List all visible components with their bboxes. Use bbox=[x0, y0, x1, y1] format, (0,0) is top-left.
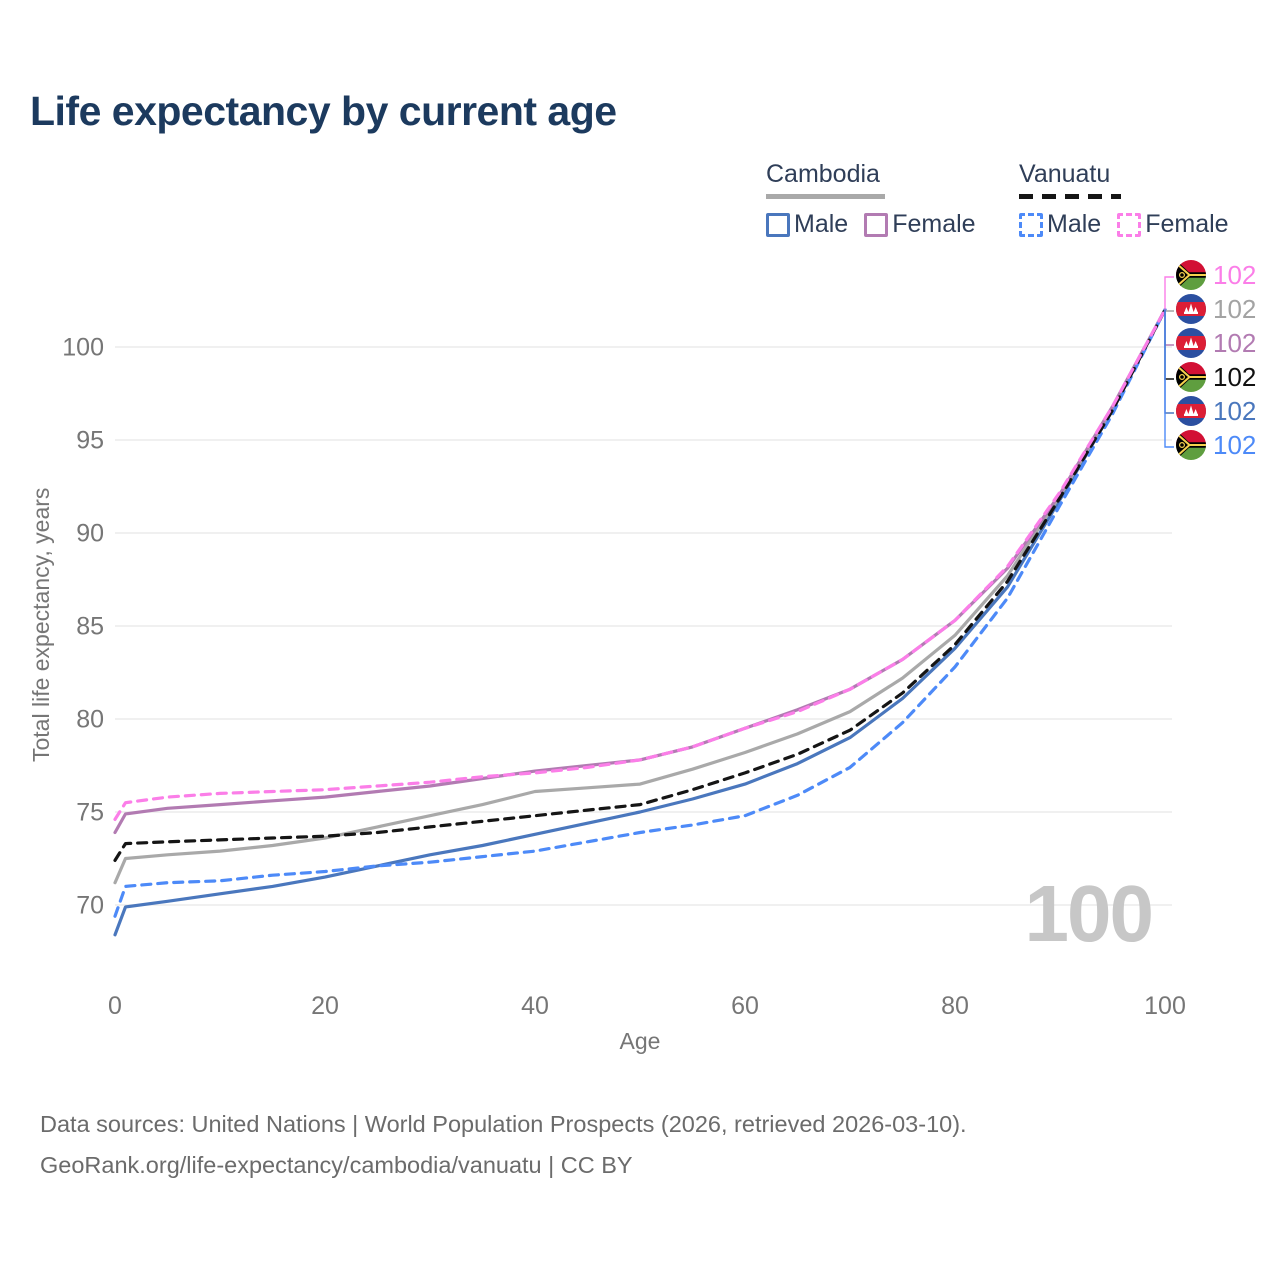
y-tick-95: 95 bbox=[76, 427, 104, 455]
legend-vanuatu-male-label[interactable]: Male bbox=[1047, 210, 1102, 238]
y-tick-70: 70 bbox=[76, 892, 104, 920]
y-tick-100: 100 bbox=[62, 334, 104, 362]
series-line-cambodia-male[interactable] bbox=[113, 308, 1167, 937]
y-tick-80: 80 bbox=[76, 706, 104, 734]
line-chart-canvas[interactable]: 70 75 80 85 90 95 100 0 20 40 60 80 100 bbox=[0, 0, 1280, 1080]
legend-group-cambodia: Cambodia Male Female bbox=[766, 160, 992, 239]
end-label-value: 102 bbox=[1213, 327, 1257, 358]
end-label-row-cambodia-1: 102 bbox=[1176, 294, 1256, 324]
leader-line-vanuatu bbox=[1164, 309, 1174, 448]
legend-cambodia-female-label[interactable]: Female bbox=[892, 210, 976, 238]
series-line-vanuatu-female[interactable] bbox=[113, 308, 1167, 822]
end-label-row-vanuatu-0: 102 bbox=[1176, 260, 1256, 290]
legend-swatch-vanuatu-male[interactable] bbox=[1019, 212, 1043, 237]
series-line-vanuatu-male[interactable] bbox=[113, 308, 1167, 918]
age-counter-watermark: 100 bbox=[1024, 869, 1154, 958]
footer: Data sources: United Nations | World Pop… bbox=[40, 1104, 967, 1186]
footer-url: GeoRank.org/life-expectancy/cambodia/van… bbox=[40, 1152, 633, 1178]
legend-vanuatu-line-sample bbox=[1019, 194, 1121, 199]
series-line-cambodia-female[interactable] bbox=[113, 308, 1167, 835]
legend-swatch-cambodia-female[interactable] bbox=[864, 212, 889, 237]
legend-vanuatu-label[interactable]: Vanuatu bbox=[1019, 160, 1111, 188]
y-tick-85: 85 bbox=[76, 613, 104, 641]
footer-sources: Data sources: United Nations | World Pop… bbox=[40, 1111, 967, 1137]
vanuatu-flag-icon bbox=[1176, 430, 1206, 460]
x-tick-0: 0 bbox=[108, 992, 122, 1020]
legend-cambodia-label[interactable]: Cambodia bbox=[766, 160, 880, 188]
y-axis-title: Total life expectancy, years bbox=[28, 487, 54, 763]
legend-swatch-vanuatu-female[interactable] bbox=[1117, 212, 1142, 237]
y-tick-90: 90 bbox=[76, 520, 104, 548]
legend-swatch-cambodia-male[interactable] bbox=[766, 212, 790, 237]
end-label-row-vanuatu-3: 102 bbox=[1176, 362, 1256, 392]
legend-cambodia-line-sample bbox=[766, 194, 885, 199]
cambodia-flag-icon bbox=[1176, 328, 1206, 358]
x-tick-20: 20 bbox=[311, 992, 339, 1020]
y-tick-75: 75 bbox=[76, 799, 104, 827]
cambodia-flag-icon bbox=[1176, 294, 1206, 324]
end-label-value: 102 bbox=[1213, 259, 1257, 290]
leader-line-cambodia bbox=[1164, 309, 1174, 346]
series-line-vanuatu-all[interactable] bbox=[113, 308, 1167, 863]
end-label-value: 102 bbox=[1213, 361, 1257, 392]
leader-line-cambodia bbox=[1164, 309, 1174, 414]
vanuatu-flag-icon bbox=[1176, 362, 1206, 392]
x-tick-60: 60 bbox=[731, 992, 759, 1020]
x-tick-80: 80 bbox=[941, 992, 969, 1020]
legend-group-vanuatu: Vanuatu Male Female bbox=[1019, 160, 1245, 239]
end-label-value: 102 bbox=[1213, 395, 1257, 426]
cambodia-flag-icon bbox=[1176, 396, 1206, 426]
end-label-row-vanuatu-5: 102 bbox=[1176, 430, 1256, 460]
end-labels: 102 102 102 102 102 102 bbox=[1176, 260, 1256, 464]
x-axis-title: Age bbox=[619, 1028, 661, 1054]
end-label-row-cambodia-4: 102 bbox=[1176, 396, 1256, 426]
legend-cambodia-male-label[interactable]: Male bbox=[794, 210, 849, 238]
page-title: Life expectancy by current age bbox=[30, 88, 617, 134]
vanuatu-flag-icon bbox=[1176, 260, 1206, 290]
x-tick-100: 100 bbox=[1144, 992, 1186, 1020]
series-line-cambodia-all[interactable] bbox=[113, 308, 1167, 885]
end-label-row-cambodia-2: 102 bbox=[1176, 328, 1256, 358]
end-label-value: 102 bbox=[1213, 293, 1257, 324]
end-label-value: 102 bbox=[1213, 429, 1257, 460]
legend-vanuatu-female-label[interactable]: Female bbox=[1145, 210, 1229, 238]
x-tick-40: 40 bbox=[521, 992, 549, 1020]
leader-line-vanuatu bbox=[1164, 276, 1174, 310]
